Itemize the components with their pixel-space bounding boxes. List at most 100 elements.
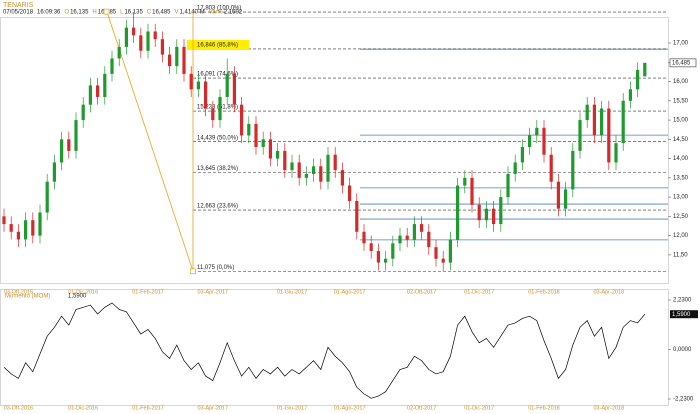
candle-body [420, 224, 424, 232]
x-tick-label: 01-Dic-2017 [464, 289, 494, 295]
y-tick-label: 15,00 [673, 118, 689, 124]
x-tick-label: 02-Ott-2017 [407, 289, 436, 295]
x-tick-label: 01-Feb-2018 [528, 289, 560, 295]
momentum-line [3, 302, 646, 399]
candle-body [405, 235, 409, 240]
candle-body [218, 96, 222, 121]
candle-body [398, 235, 402, 244]
x-tick-label: 03-Apr-2017 [198, 289, 229, 295]
candle-body [74, 120, 78, 151]
x-tick-label: 01-Dic-2016 [68, 289, 98, 295]
price-panel [0, 17, 669, 284]
candle-body [441, 258, 445, 263]
field-label: V [175, 10, 179, 16]
field-value: 2,1692 [224, 10, 243, 16]
fib-label: 12,663 (23,6%) [197, 204, 238, 210]
last-price-box [669, 58, 697, 68]
candle-body [614, 143, 618, 163]
field-value: 16,135 [70, 10, 89, 16]
candle-body [247, 123, 251, 136]
x-tick-label: 03-Ott-2016 [4, 289, 33, 295]
candle-body [124, 27, 128, 47]
candle-body [175, 46, 179, 67]
candle-body [110, 58, 114, 74]
candle-body [600, 108, 604, 136]
x-tick-label: 01-Giu-2017 [277, 405, 308, 411]
candle-body [348, 185, 352, 201]
candle-body [31, 220, 35, 236]
x-tick-label: 01-Feb-2018 [528, 405, 560, 411]
fib-label: 16,091 (74,6%) [197, 72, 238, 78]
field-value: 16,485 [152, 10, 171, 16]
x-tick-label: 01-Dic-2016 [68, 405, 98, 411]
indicator-title: Momento (MOM) [5, 294, 50, 300]
x-tick-label: 01-Ago-2017 [334, 405, 366, 411]
indicator-value: 1,5900 [68, 294, 87, 300]
candle-body [132, 27, 136, 36]
candle-body [463, 177, 467, 186]
title: TENARIS [3, 2, 34, 9]
fib-label: 13,645 (38,2%) [197, 166, 238, 172]
x-tick-label: 02-Ott-2017 [407, 405, 436, 411]
candle-body [542, 127, 546, 155]
y-tick-label: 15,50 [673, 98, 689, 104]
x-tick-label: 03-Apr-2018 [594, 289, 625, 295]
indicator-panel [0, 289, 669, 406]
candle-body [520, 147, 524, 163]
candle-body [585, 104, 589, 121]
candle-body [376, 251, 380, 263]
candle-body [564, 189, 568, 209]
y-tick-label: 14,00 [673, 156, 689, 162]
candle-body [549, 154, 553, 182]
candle-body [448, 239, 452, 263]
candle-body [232, 73, 236, 105]
candle-body [2, 216, 6, 225]
x-tick-label: 01-Ago-2017 [334, 289, 366, 295]
candle-body [506, 173, 510, 198]
candle-body [60, 139, 64, 163]
fib-diagonal [106, 11, 194, 272]
candle-body [211, 108, 215, 121]
candle-body [643, 62, 647, 77]
field-value: 1,4140 M [180, 10, 205, 16]
candle-body [326, 154, 330, 182]
candle-body [304, 173, 308, 178]
candle-body [412, 224, 416, 240]
candle-body [592, 104, 596, 136]
candle-body [9, 224, 13, 232]
candle-body [434, 247, 438, 259]
candle-body [477, 204, 481, 221]
candle-body [16, 231, 20, 240]
field-label: C [147, 10, 152, 16]
candle-body [484, 208, 488, 221]
candle-body [607, 108, 611, 163]
y-tick-label: 12,50 [673, 214, 689, 220]
candle-body [276, 150, 280, 159]
y-tick-label: 14,50 [673, 137, 689, 143]
candle-body [636, 69, 640, 90]
candle-body [81, 104, 85, 121]
candle-body [24, 220, 28, 240]
candle-body [384, 258, 388, 263]
y-tick-label: 12,00 [673, 233, 689, 239]
candle-body [225, 73, 229, 97]
candle-body [139, 35, 143, 51]
candle-body [153, 31, 157, 40]
candle-body [333, 154, 337, 171]
candle-body [499, 197, 503, 225]
candle-body [168, 54, 172, 67]
field-label: Var% [209, 10, 224, 16]
candle-body [362, 231, 366, 244]
candle-body [160, 39, 164, 55]
candle-body [528, 135, 532, 148]
candle-body [312, 166, 316, 174]
fib-label: 14,439 (50,0%) [197, 135, 238, 141]
last-value-box [670, 310, 698, 319]
x-tick-label: 01-Feb-2017 [132, 405, 164, 411]
last-price-label: 16,485 [672, 60, 691, 66]
fib-handle [190, 268, 196, 275]
field-value: 16,135 [124, 10, 143, 16]
y-tick-label: 2,2300 [673, 298, 692, 304]
y-tick-label: 11,50 [673, 252, 688, 258]
candle-body [283, 150, 287, 171]
